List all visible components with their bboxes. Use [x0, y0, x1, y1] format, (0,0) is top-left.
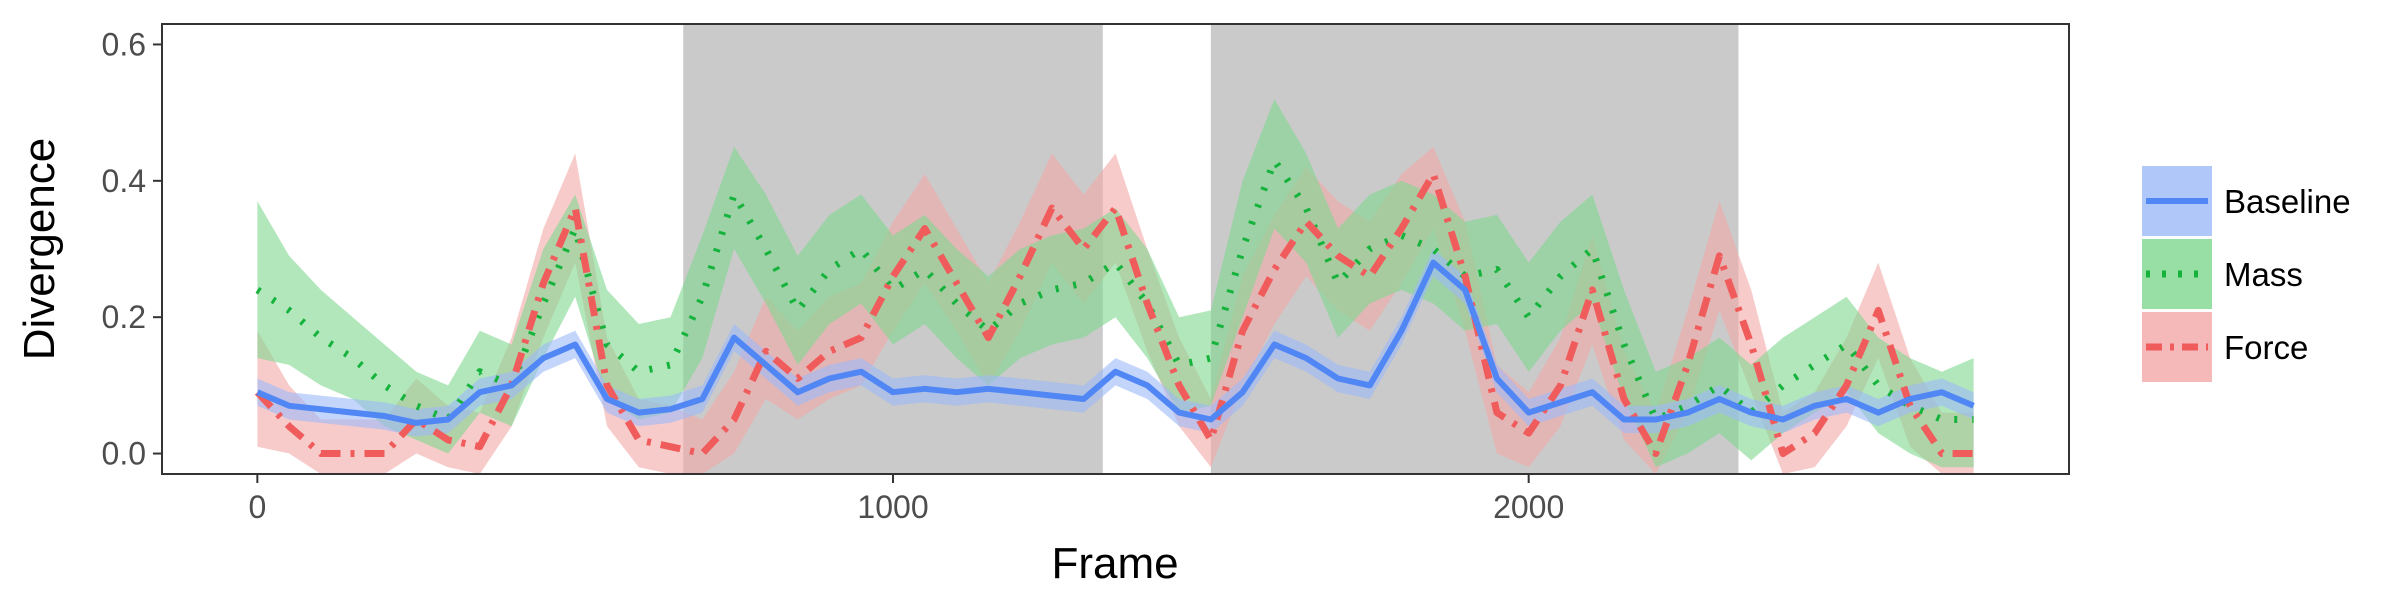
- plot-border: [161, 23, 2070, 475]
- y-tick-label-2: 0.4: [102, 163, 146, 199]
- legend-label-mass: Mass: [2224, 256, 2303, 293]
- y-tick-label-3: 0.6: [102, 26, 146, 62]
- band-force: [257, 146, 1974, 474]
- confidence-bands: [257, 99, 1974, 474]
- legend-label-baseline: Baseline: [2224, 183, 2351, 220]
- x-axis: 0 1000 2000: [248, 474, 1564, 525]
- legend-key-band-mass: [2142, 239, 2212, 309]
- band-mass: [257, 99, 1974, 468]
- x-tick-label-0: 0: [248, 489, 266, 525]
- line-baseline: [256, 259, 1975, 426]
- legend: Baseline Mass Force: [2142, 166, 2351, 382]
- x-axis-title: Frame: [1051, 539, 1178, 588]
- y-axis-title: Divergence: [15, 138, 64, 361]
- x-tick-label-2000: 2000: [1493, 489, 1564, 525]
- band-baseline: [257, 249, 1974, 437]
- y-axis: 0.0 0.2 0.4 0.6: [102, 26, 162, 472]
- legend-label-force: Force: [2224, 329, 2308, 366]
- y-tick-label-1: 0.2: [102, 299, 146, 335]
- series-lines: [254, 156, 1975, 457]
- y-tick-label-0: 0.0: [102, 436, 146, 472]
- x-tick-label-1000: 1000: [857, 489, 928, 525]
- plot-area: [161, 23, 2070, 475]
- line-force: [254, 170, 1974, 457]
